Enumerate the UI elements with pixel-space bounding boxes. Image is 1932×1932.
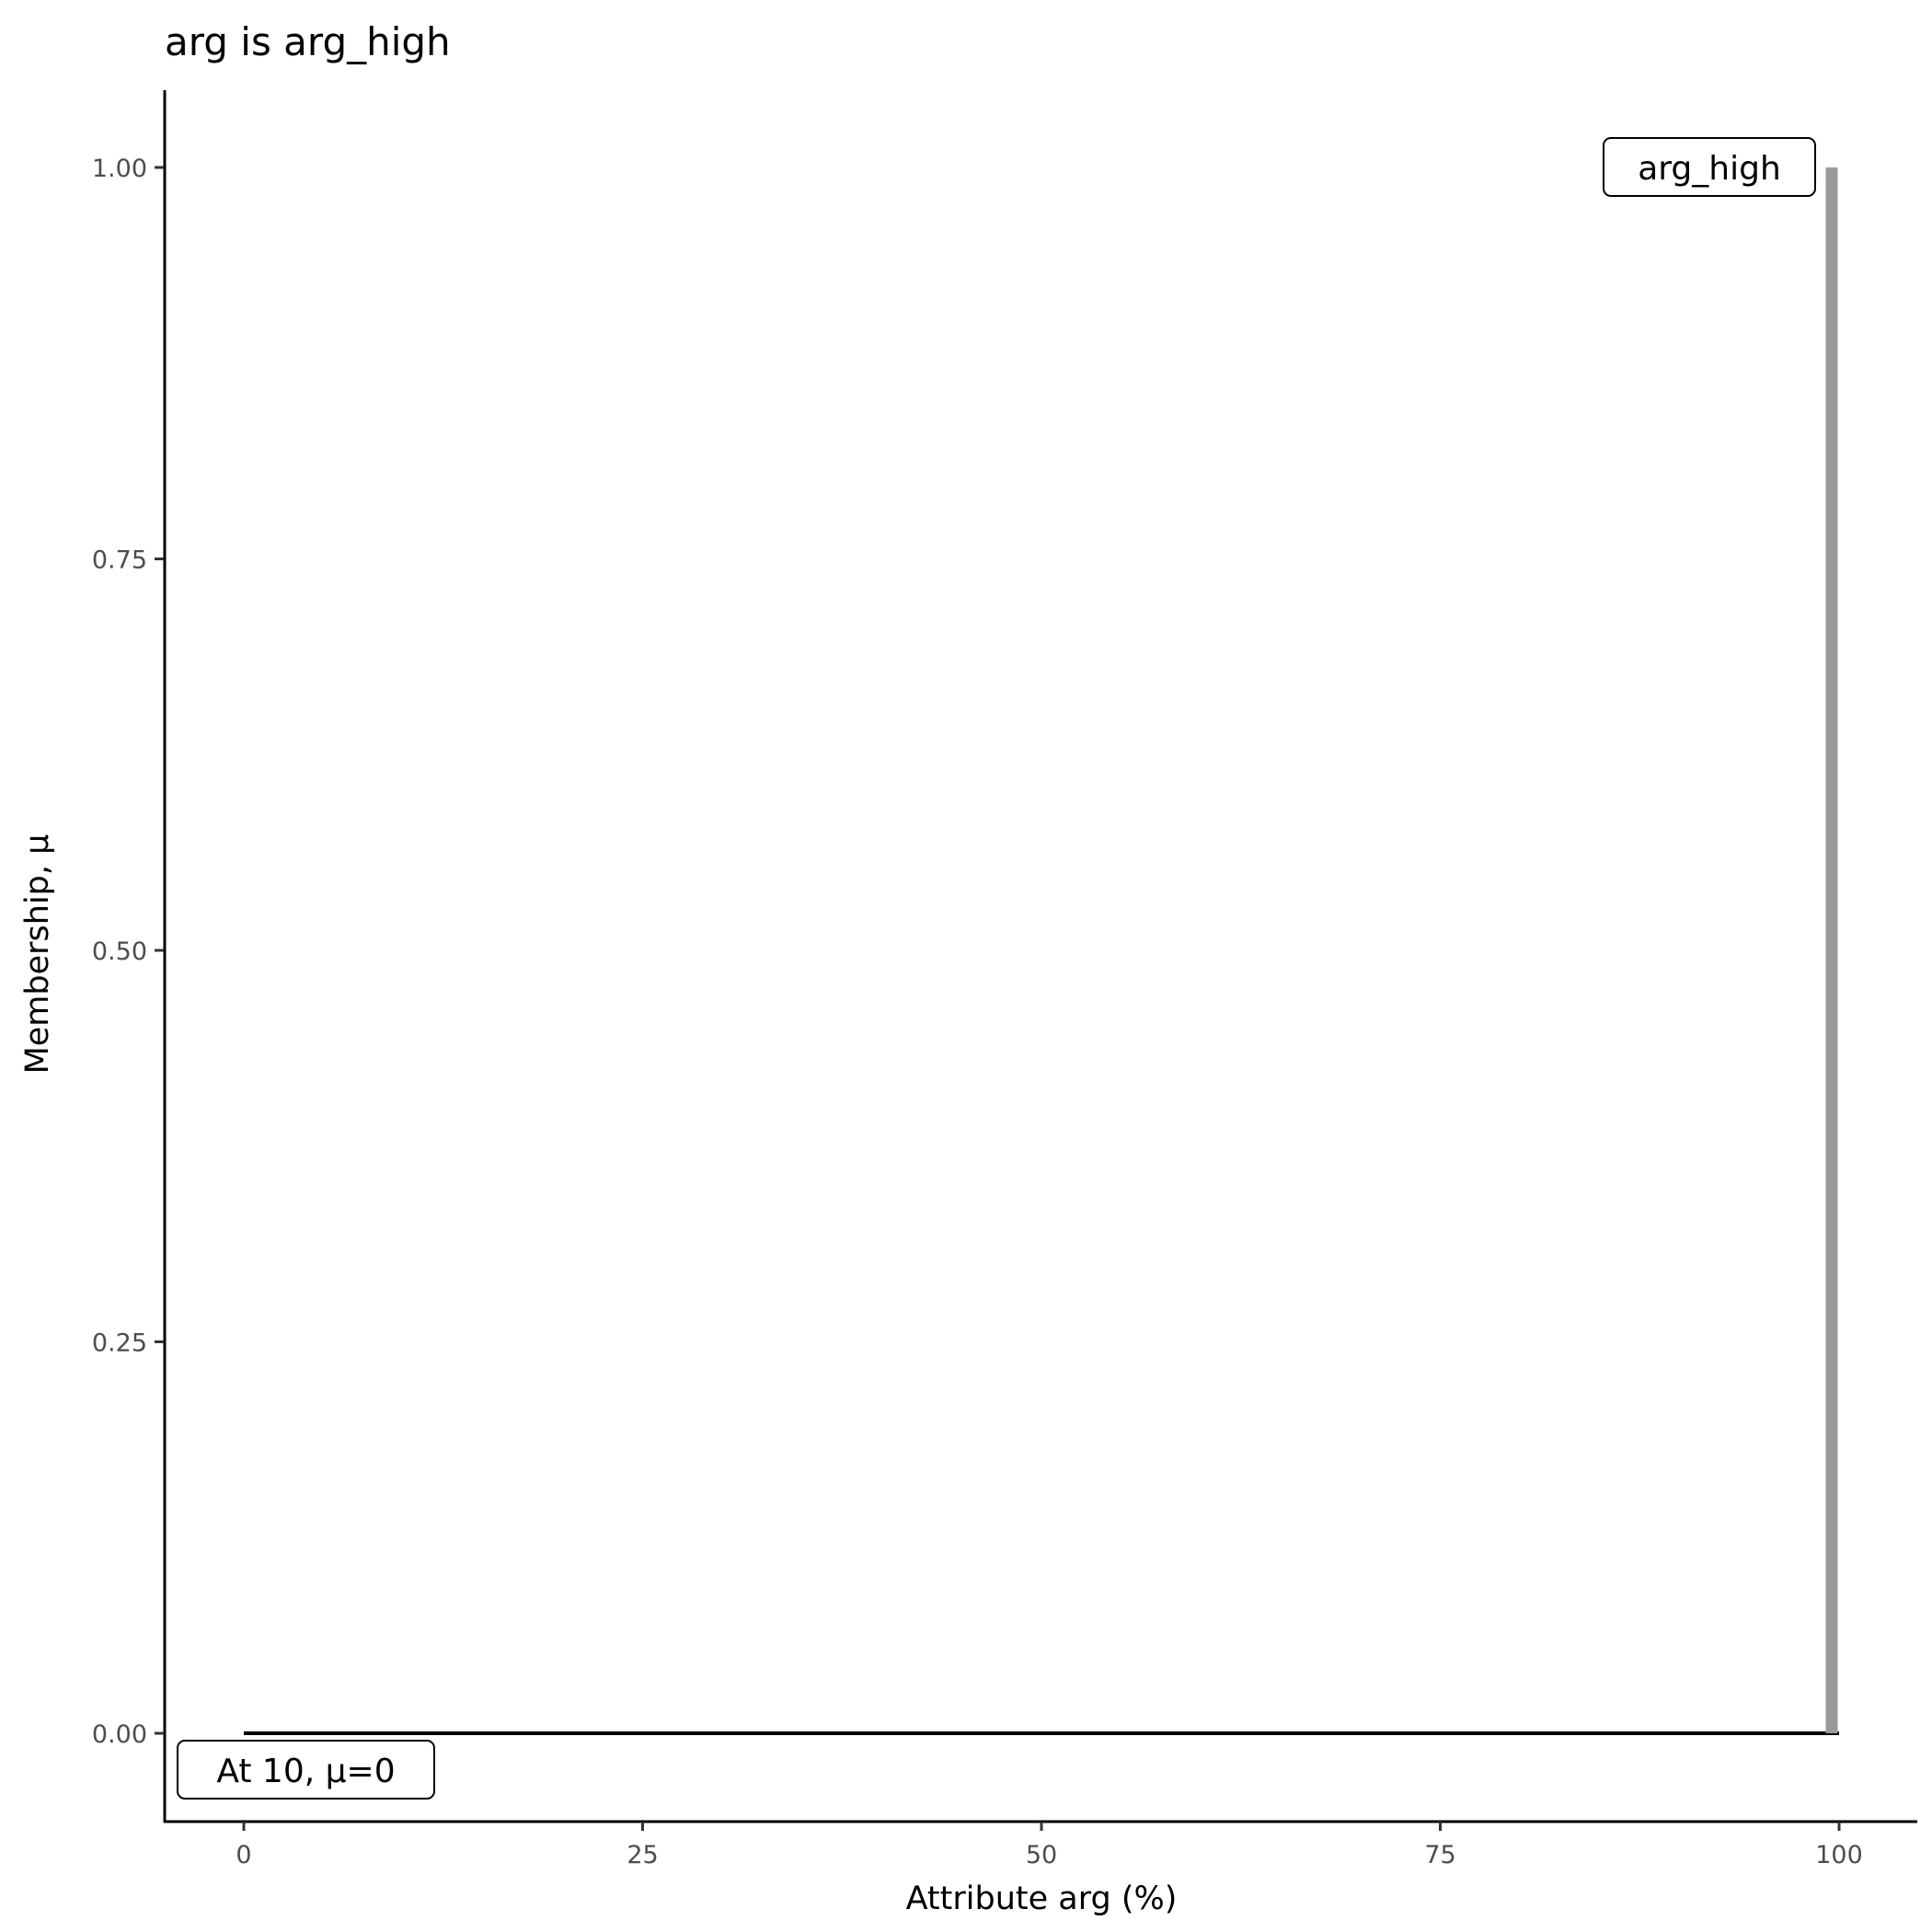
x-tick-label: 100 — [1815, 1841, 1863, 1869]
annotation-box — [1603, 137, 1816, 197]
annotation-text: arg_high — [1638, 150, 1781, 188]
x-axis-ticks: 0 25 50 75 100 — [236, 1822, 1863, 1869]
annotation-box — [177, 1740, 435, 1800]
y-tick-label: 0.50 — [92, 937, 147, 966]
y-axis-label: Membership, μ — [19, 834, 56, 1075]
annotation-text: At 10, μ=0 — [216, 1753, 395, 1790]
y-tick-label: 0.00 — [92, 1720, 147, 1749]
x-tick-label: 75 — [1424, 1841, 1455, 1869]
x-tick-label: 0 — [236, 1841, 251, 1869]
annotation-label: arg_high — [1603, 137, 1816, 197]
annotations: arg_high At 10, μ=0 — [177, 137, 1816, 1800]
x-axis-label: Attribute arg (%) — [906, 1880, 1178, 1917]
annotation-label: At 10, μ=0 — [177, 1740, 435, 1800]
y-tick-label: 1.00 — [92, 155, 147, 183]
y-tick-label: 0.25 — [92, 1329, 147, 1358]
x-tick-label: 25 — [627, 1841, 658, 1869]
plot-area — [244, 167, 1839, 1735]
chart-title: arg is arg_high — [165, 19, 451, 64]
x-tick-label: 50 — [1026, 1841, 1057, 1869]
y-tick-label: 0.75 — [92, 546, 147, 575]
y-axis-ticks: 0.00 0.25 0.50 0.75 1.00 — [92, 155, 164, 1749]
